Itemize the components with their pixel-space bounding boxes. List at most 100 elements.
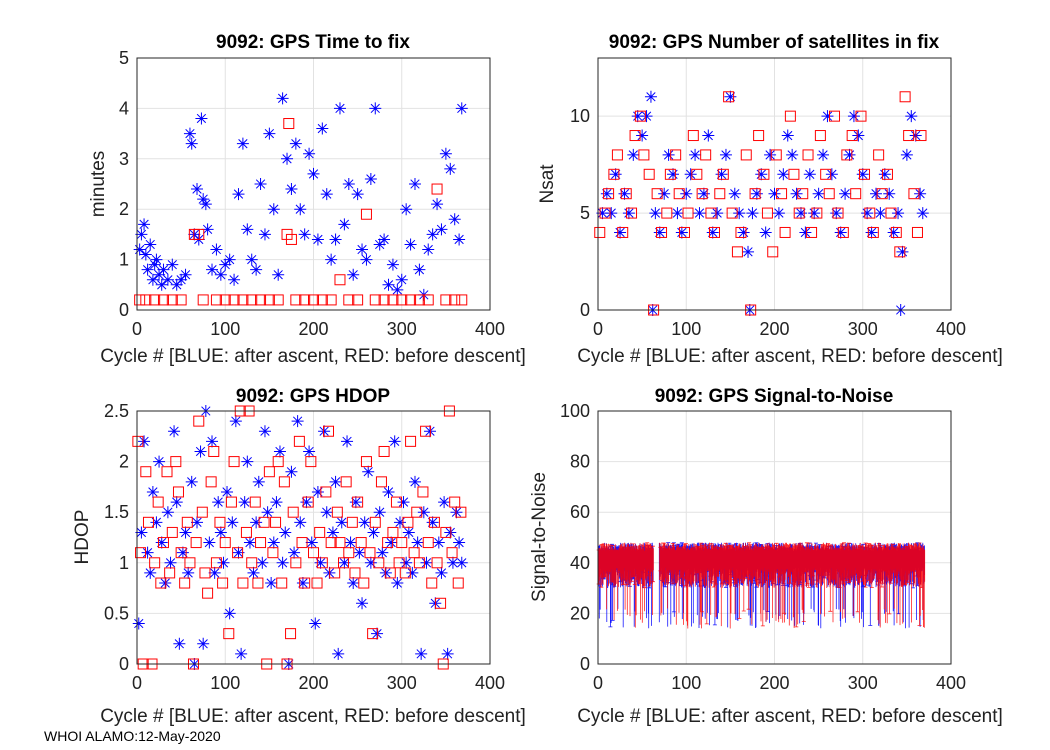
data-point-square — [873, 149, 885, 161]
data-point-star — [408, 475, 421, 488]
y-axis-label: HDOP — [72, 510, 93, 565]
data-point-star — [715, 168, 728, 181]
data-point-star — [298, 228, 311, 241]
x-axis-label: Cycle # [BLUE: after ascent, RED: before… — [577, 346, 1003, 367]
data-point-star — [338, 218, 351, 231]
data-point-star — [406, 566, 419, 579]
data-point-star — [256, 556, 269, 569]
data-point-square — [837, 226, 849, 238]
data-point-square — [629, 130, 641, 142]
chart-title: 9092: GPS HDOP — [236, 386, 390, 407]
data-point-square — [208, 445, 220, 457]
data-point-star — [400, 203, 413, 216]
data-point-star — [896, 245, 909, 258]
data-point-star — [878, 168, 891, 181]
data-point-square — [890, 226, 902, 238]
data-point-star — [609, 168, 622, 181]
data-point-star — [288, 546, 301, 559]
data-point-square — [346, 516, 358, 528]
y-tick-label: 2.5 — [104, 401, 129, 421]
data-point-star — [148, 258, 161, 271]
y-tick-label: 0 — [580, 300, 590, 320]
data-point-square — [367, 628, 379, 640]
data-point-square — [228, 294, 240, 306]
data-point-square — [323, 425, 335, 437]
data-point-star — [273, 445, 286, 458]
data-point-square — [232, 547, 244, 559]
data-point-square — [620, 188, 632, 200]
data-point-square — [396, 294, 408, 306]
data-point-star — [226, 516, 239, 529]
data-point-square — [210, 557, 222, 569]
data-point-square — [405, 435, 417, 447]
data-point-star — [270, 496, 283, 509]
data-point-star — [247, 566, 260, 579]
data-point-square — [132, 435, 144, 447]
data-point-square — [190, 537, 202, 549]
data-point-star — [667, 168, 680, 181]
data-point-square — [217, 577, 229, 589]
data-point-square — [691, 168, 703, 180]
data-point-star — [887, 226, 900, 239]
data-point-star — [697, 187, 710, 200]
data-point-square — [788, 168, 800, 180]
data-point-star — [373, 506, 386, 519]
data-point-star — [279, 526, 292, 539]
data-point-star — [640, 110, 653, 123]
data-point-star — [386, 258, 399, 271]
data-point-square — [776, 188, 788, 200]
data-point-star — [711, 207, 724, 220]
data-point-star — [206, 263, 219, 276]
data-point-star — [320, 506, 333, 519]
data-point-square — [199, 567, 211, 579]
data-point-square — [915, 130, 927, 142]
data-point-star — [197, 193, 210, 206]
data-point-square — [431, 557, 443, 569]
data-point-square — [314, 526, 326, 538]
data-point-star — [347, 577, 360, 590]
data-point-square — [237, 577, 249, 589]
data-point-star — [631, 110, 644, 123]
data-point-star — [388, 435, 401, 448]
x-tick-label: 200 — [298, 319, 328, 339]
data-point-star — [874, 207, 887, 220]
data-point-square — [193, 228, 205, 240]
panel-time-to-fix: 0 100 200 300 400 0 1 2 3 4 5 9092: GPS Time to fi… — [88, 32, 526, 367]
plot-area — [594, 90, 929, 316]
data-point-star — [373, 238, 386, 251]
data-point-square — [308, 294, 319, 306]
chart-title: 9092: GPS Signal-to-Noise — [655, 386, 894, 407]
data-point-square — [449, 294, 461, 306]
data-point-star — [408, 178, 421, 190]
data-point-square — [449, 496, 461, 508]
data-point-square — [299, 294, 311, 306]
data-point-star — [135, 526, 148, 539]
data-point-star — [446, 556, 459, 569]
data-point-square — [360, 456, 372, 468]
data-point-star — [400, 556, 413, 569]
data-point-square — [802, 149, 814, 161]
data-point-star — [382, 278, 395, 291]
data-point-square — [175, 547, 187, 559]
data-point-square — [287, 506, 299, 518]
data-point-star — [455, 102, 468, 115]
data-point-star — [311, 485, 324, 498]
data-point-square — [696, 188, 708, 200]
data-point-square — [316, 557, 328, 569]
data-point-square — [193, 415, 205, 427]
data-point-square — [349, 567, 361, 579]
data-point-square — [399, 567, 411, 579]
data-point-star — [238, 496, 251, 509]
data-point-star — [431, 198, 444, 211]
y-tick-label: 0 — [580, 654, 590, 674]
data-point-star — [168, 425, 181, 438]
data-point-square — [290, 557, 302, 569]
x-axis-label: Cycle # [BLUE: after ascent, RED: before… — [100, 346, 526, 367]
data-point-star — [212, 496, 225, 509]
data-point-square — [811, 207, 823, 219]
data-point-square — [682, 207, 694, 219]
data-point-square — [255, 294, 267, 306]
data-point-square — [214, 516, 226, 528]
data-point-star — [144, 238, 157, 251]
data-point-square — [369, 516, 381, 528]
